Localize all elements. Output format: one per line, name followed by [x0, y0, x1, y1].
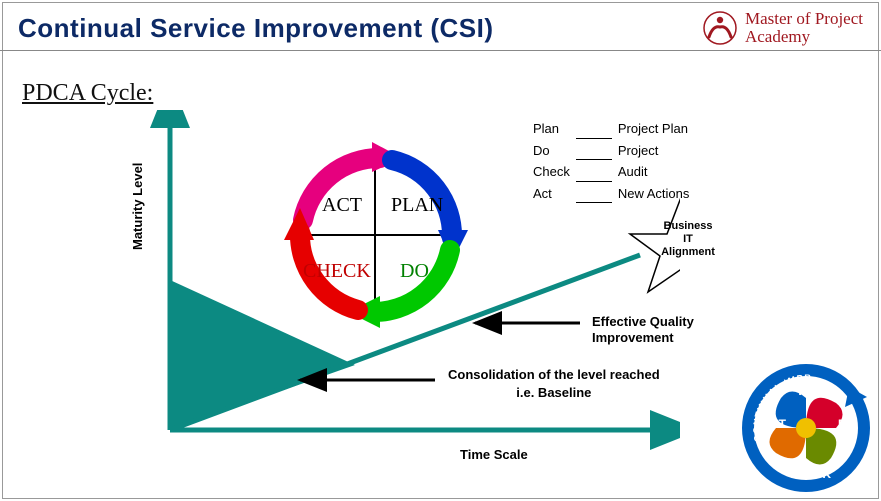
brand-logo-icon [703, 11, 737, 45]
brand-text: Master of Project Academy [745, 10, 863, 46]
slide-title: Continual Service Improvement (CSI) [18, 13, 493, 44]
x-axis-label: Time Scale [460, 447, 528, 462]
header-bar: Continual Service Improvement (CSI) Mast… [0, 6, 881, 51]
legend-row: DoProject [532, 141, 690, 161]
section-subtitle: PDCA Cycle: [22, 80, 153, 107]
callout-consolidation: Consolidation of the level reached i.e. … [448, 366, 660, 401]
badge-do: DO [838, 417, 856, 431]
legend-row: CheckAudit [532, 162, 690, 182]
badge-check: CHECK [788, 467, 831, 481]
pdca-check-label: CHECK [303, 260, 371, 283]
brand: Master of Project Academy [703, 10, 863, 46]
star-label: Business IT Alignment [643, 220, 733, 260]
brand-line1: Master of Project [745, 10, 863, 28]
callout-effective-quality: Effective Quality Improvement [592, 314, 694, 347]
badge-act: ACT [761, 417, 786, 431]
badge-plan: PLAN [798, 384, 831, 398]
pdca-do-label: DO [400, 260, 429, 283]
y-axis-label: Maturity Level [130, 163, 145, 250]
pdca-act-label: ACT [322, 194, 362, 217]
legend-row: PlanProject Plan [532, 119, 690, 139]
pdca-plan-label: PLAN [391, 194, 443, 217]
brand-line2: Academy [745, 28, 863, 46]
legend-row: ActNew Actions [532, 184, 690, 204]
pdca-legend: PlanProject Plan DoProject CheckAudit Ac… [530, 117, 692, 205]
